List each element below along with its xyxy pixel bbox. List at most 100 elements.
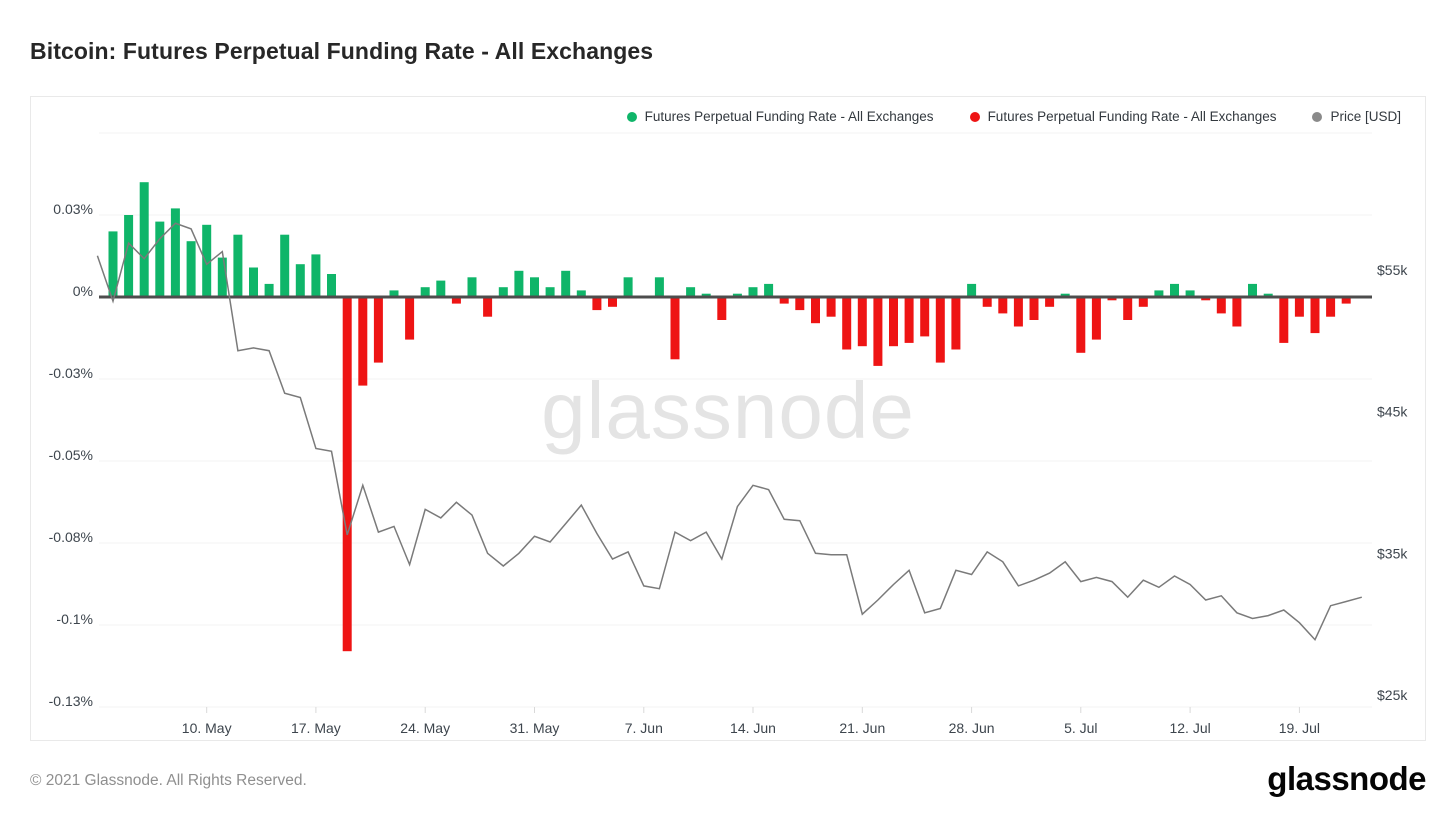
funding-bar[interactable] [764, 283, 774, 297]
glassnode-watermark: glassnode [541, 366, 915, 455]
funding-bar[interactable] [1310, 297, 1320, 334]
funding-bar[interactable] [951, 297, 961, 350]
funding-bar[interactable] [826, 297, 836, 317]
funding-bar[interactable] [654, 277, 664, 297]
funding-bar[interactable] [233, 234, 243, 297]
funding-bar[interactable] [1201, 297, 1211, 301]
y-axis-label-left: -0.13% [49, 693, 93, 709]
funding-bar[interactable] [1170, 283, 1179, 297]
funding-bar[interactable] [701, 293, 711, 297]
funding-bar[interactable] [1232, 297, 1242, 327]
funding-bar[interactable] [295, 264, 305, 297]
funding-bar[interactable] [779, 297, 789, 304]
funding-bar[interactable] [686, 287, 696, 297]
funding-bar[interactable] [1076, 297, 1086, 353]
funding-bar[interactable] [1263, 293, 1273, 297]
funding-bar[interactable] [530, 277, 539, 297]
funding-bar[interactable] [1185, 290, 1195, 297]
funding-bar[interactable] [124, 215, 134, 297]
x-axis-label: 17. May [291, 720, 341, 736]
funding-bar[interactable] [608, 297, 617, 307]
funding-bar[interactable] [498, 287, 508, 297]
funding-bar[interactable] [748, 287, 758, 297]
page-title: Bitcoin: Futures Perpetual Funding Rate … [30, 38, 654, 64]
glassnode-logo: glassnode [1267, 760, 1426, 797]
funding-bar[interactable] [1029, 297, 1039, 320]
funding-bar[interactable] [889, 297, 898, 347]
funding-bar[interactable] [1060, 293, 1070, 297]
funding-bar[interactable] [545, 287, 555, 297]
funding-bar[interactable] [1091, 297, 1101, 340]
legend-item-funding-positive[interactable]: Futures Perpetual Funding Rate - All Exc… [626, 109, 934, 124]
funding-bar[interactable] [170, 208, 180, 297]
funding-bar[interactable] [1045, 297, 1055, 307]
funding-bar[interactable] [1216, 297, 1226, 314]
funding-bar[interactable] [920, 297, 930, 337]
funding-bar[interactable] [732, 293, 742, 297]
legend-label: Futures Perpetual Funding Rate - All Exc… [644, 109, 934, 124]
funding-bar[interactable] [451, 297, 461, 304]
funding-bar[interactable] [1341, 297, 1351, 304]
funding-bar[interactable] [139, 182, 149, 297]
funding-bar[interactable] [373, 297, 383, 363]
funding-bar[interactable] [576, 290, 586, 297]
price-line[interactable] [96, 222, 1362, 642]
funding-bar[interactable] [1107, 297, 1117, 301]
chart-card: Futures Perpetual Funding Rate - All Exc… [30, 96, 1426, 741]
funding-bar[interactable] [264, 283, 274, 297]
funding-bar[interactable] [420, 287, 430, 297]
funding-bar[interactable] [623, 277, 633, 297]
funding-bar[interactable] [327, 274, 336, 297]
funding-bar[interactable] [811, 297, 820, 324]
funding-bar[interactable] [795, 297, 805, 311]
funding-rate-chart[interactable]: 0.03% 0% -0.03% -0.05% -0.08% -0.1% -0.13% $55k… [31, 97, 1425, 740]
funding-bar[interactable] [389, 290, 399, 297]
x-axis-label: 7. Jun [625, 720, 663, 736]
y-axis-label-right: $25k [1377, 687, 1408, 703]
funding-bar[interactable] [935, 297, 945, 363]
funding-bar[interactable] [998, 297, 1008, 314]
y-axis-label-right: $45k [1377, 404, 1408, 420]
funding-bar[interactable] [561, 270, 571, 297]
x-axis-label: 31. May [510, 720, 560, 736]
funding-bar[interactable] [249, 267, 258, 298]
funding-bar[interactable] [717, 297, 727, 320]
funding-bar[interactable] [1248, 283, 1257, 297]
funding-bar[interactable] [842, 297, 852, 350]
funding-bar[interactable] [1013, 297, 1023, 327]
funding-bar[interactable] [904, 297, 914, 343]
funding-bar[interactable] [311, 254, 321, 297]
funding-bar[interactable] [857, 297, 867, 347]
funding-bar[interactable] [467, 277, 477, 297]
funding-bar[interactable] [358, 297, 368, 386]
funding-bar[interactable] [873, 297, 883, 366]
funding-bar[interactable] [982, 297, 992, 307]
chart-legend: Futures Perpetual Funding Rate - All Exc… [626, 109, 1401, 124]
funding-bar[interactable] [1279, 297, 1289, 343]
funding-bar[interactable] [1154, 290, 1164, 297]
funding-bar[interactable] [592, 297, 602, 311]
funding-bar[interactable] [186, 241, 196, 297]
funding-bar[interactable] [1138, 297, 1148, 307]
funding-bar[interactable] [155, 221, 165, 297]
legend-item-price[interactable]: Price [USD] [1312, 109, 1401, 124]
funding-bar[interactable] [670, 297, 680, 360]
funding-bar[interactable] [967, 283, 977, 297]
funding-bar[interactable] [514, 270, 524, 297]
funding-bar[interactable] [1326, 297, 1336, 317]
funding-bar[interactable] [405, 297, 415, 340]
funding-bar[interactable] [280, 234, 290, 297]
funding-bar[interactable] [202, 224, 212, 297]
funding-bar[interactable] [342, 297, 352, 652]
x-axis-label: 24. May [400, 720, 450, 736]
x-axis-label: 28. Jun [949, 720, 995, 736]
funding-bar[interactable] [108, 231, 118, 297]
funding-bar[interactable] [483, 297, 493, 317]
funding-bar[interactable] [217, 257, 227, 297]
funding-bar[interactable] [1294, 297, 1304, 317]
funding-bar[interactable] [436, 280, 446, 297]
funding-bar[interactable] [1123, 297, 1133, 320]
legend-item-funding-negative[interactable]: Futures Perpetual Funding Rate - All Exc… [969, 109, 1276, 124]
legend-dot-gray-icon [1312, 111, 1323, 122]
x-axis-label: 19. Jul [1279, 720, 1320, 736]
